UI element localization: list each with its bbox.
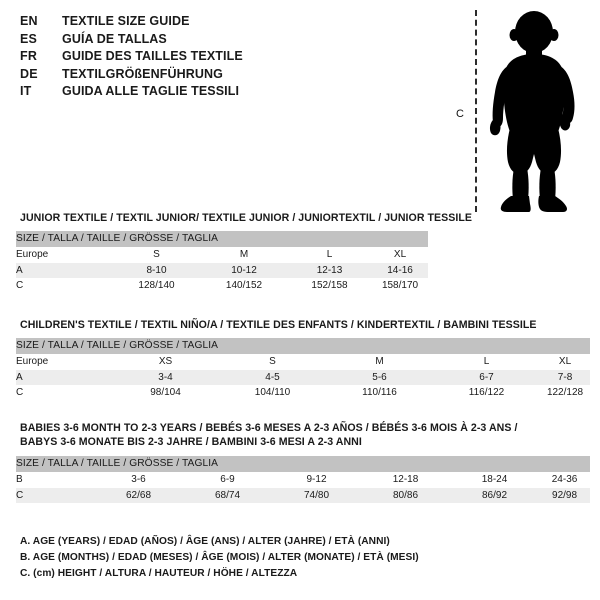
child-silhouette-icon bbox=[489, 11, 575, 212]
language-title-fr: GUIDE DES TAILLES TEXTILE bbox=[62, 49, 243, 63]
row-value: 3-4 bbox=[112, 369, 219, 385]
section-babies: BABIES 3-6 MONTH TO 2-3 YEARS / BEBÉS 3-… bbox=[0, 421, 600, 503]
language-row-es: ES GUÍA DE TALLAS bbox=[20, 32, 420, 50]
row-value: 98/104 bbox=[112, 385, 219, 401]
height-measure-figure: C bbox=[440, 8, 590, 213]
row-label: Europe bbox=[16, 247, 112, 263]
row-value: 152/158 bbox=[287, 278, 372, 294]
band-label-children: SIZE / TALLA / TAILLE / GRÖSSE / TAGLIA bbox=[16, 338, 591, 354]
section-title-children: CHILDREN'S TEXTILE / TEXTIL NIÑO/A / TEX… bbox=[20, 319, 537, 331]
row-value: 3-6 bbox=[94, 472, 183, 488]
row-label: C bbox=[16, 487, 94, 503]
row-value: 104/110 bbox=[219, 385, 326, 401]
legend-row-b: B. AGE (MONTHS) / EDAD (MESES) / ÂGE (MO… bbox=[20, 552, 419, 563]
row-value: 158/170 bbox=[372, 278, 429, 294]
row-value: S bbox=[219, 354, 326, 370]
row-label: C bbox=[16, 278, 112, 294]
size-table-children: SIZE / TALLA / TAILLE / GRÖSSE / TAGLIA … bbox=[16, 338, 591, 401]
language-row-de: DE TEXTILGRÖßENFÜHRUNG bbox=[20, 67, 420, 85]
table-row: A 8-10 10-12 12-13 14-16 bbox=[16, 262, 429, 278]
row-value: 4-5 bbox=[219, 369, 326, 385]
row-value: XL bbox=[540, 354, 591, 370]
row-value: S bbox=[112, 247, 201, 263]
table-row: C 98/104 104/110 110/116 116/122 122/128 bbox=[16, 385, 591, 401]
row-value: 140/152 bbox=[201, 278, 287, 294]
row-value: XS bbox=[112, 354, 219, 370]
row-label: B bbox=[16, 472, 94, 488]
row-value: 74/80 bbox=[272, 487, 361, 503]
legend-row-a: A. AGE (YEARS) / EDAD (AÑOS) / ÂGE (ANS)… bbox=[20, 536, 390, 547]
language-code-it: IT bbox=[20, 84, 32, 98]
row-value: 12-13 bbox=[287, 262, 372, 278]
band-label-junior: SIZE / TALLA / TAILLE / GRÖSSE / TAGLIA bbox=[16, 231, 429, 247]
row-value: 68/74 bbox=[183, 487, 272, 503]
row-label: A bbox=[16, 369, 112, 385]
legend-row-c: C. (cm) HEIGHT / ALTURA / HAUTEUR / HÖHE… bbox=[20, 568, 298, 579]
row-value: 18-24 bbox=[450, 472, 539, 488]
table-row: C 128/140 140/152 152/158 158/170 bbox=[16, 278, 429, 294]
section-title-babies-line1: BABIES 3-6 MONTH TO 2-3 YEARS / BEBÉS 3-… bbox=[20, 422, 518, 434]
row-label: C bbox=[16, 385, 112, 401]
language-title-en: TEXTILE SIZE GUIDE bbox=[62, 14, 190, 28]
row-value: 6-9 bbox=[183, 472, 272, 488]
row-value: 110/116 bbox=[326, 385, 433, 401]
row-value: 10-12 bbox=[201, 262, 287, 278]
table-row: B 3-6 6-9 9-12 12-18 18-24 24-36 bbox=[16, 472, 591, 488]
section-title-babies-line2: BABYS 3-6 MONATE BIS 2-3 JAHRE / BAMBINI… bbox=[20, 436, 362, 448]
row-label: A bbox=[16, 262, 112, 278]
language-title-es: GUÍA DE TALLAS bbox=[62, 31, 167, 46]
row-label: Europe bbox=[16, 354, 112, 370]
language-row-en: EN TEXTILE SIZE GUIDE bbox=[20, 14, 420, 32]
row-value: 86/92 bbox=[450, 487, 539, 503]
row-value: 8-10 bbox=[112, 262, 201, 278]
language-title-de: TEXTILGRÖßENFÜHRUNG bbox=[62, 66, 223, 81]
size-table-junior: SIZE / TALLA / TAILLE / GRÖSSE / TAGLIA … bbox=[16, 231, 429, 294]
row-value: L bbox=[433, 354, 540, 370]
row-value: 128/140 bbox=[112, 278, 201, 294]
height-marker-label: C bbox=[456, 108, 464, 120]
table-band-row: SIZE / TALLA / TAILLE / GRÖSSE / TAGLIA bbox=[16, 456, 591, 472]
row-value: M bbox=[201, 247, 287, 263]
row-value: 5-6 bbox=[326, 369, 433, 385]
row-value: 80/86 bbox=[361, 487, 450, 503]
language-code-de: DE bbox=[20, 66, 38, 81]
row-value: 6-7 bbox=[433, 369, 540, 385]
table-row: Europe S M L XL bbox=[16, 247, 429, 263]
language-title-it: GUIDA ALLE TAGLIE TESSILI bbox=[62, 84, 240, 98]
language-code-en: EN bbox=[20, 14, 38, 28]
row-value: 62/68 bbox=[94, 487, 183, 503]
dashed-measure-line-icon bbox=[475, 10, 477, 212]
table-band-row: SIZE / TALLA / TAILLE / GRÖSSE / TAGLIA bbox=[16, 231, 429, 247]
section-title-junior: JUNIOR TEXTILE / TEXTIL JUNIOR/ TEXTILE … bbox=[20, 212, 473, 224]
row-value: 122/128 bbox=[540, 385, 591, 401]
language-title-block: EN TEXTILE SIZE GUIDE ES GUÍA DE TALLAS … bbox=[20, 14, 420, 102]
table-row: A 3-4 4-5 5-6 6-7 7-8 bbox=[16, 369, 591, 385]
row-value: 7-8 bbox=[540, 369, 591, 385]
row-value: 24-36 bbox=[539, 472, 591, 488]
language-code-es: ES bbox=[20, 31, 38, 46]
row-value: XL bbox=[372, 247, 429, 263]
section-children: CHILDREN'S TEXTILE / TEXTIL NIÑO/A / TEX… bbox=[0, 318, 600, 401]
row-value: 9-12 bbox=[272, 472, 361, 488]
language-row-it: IT GUIDA ALLE TAGLIE TESSILI bbox=[20, 84, 420, 102]
size-table-babies: SIZE / TALLA / TAILLE / GRÖSSE / TAGLIA … bbox=[16, 456, 591, 503]
row-value: 116/122 bbox=[433, 385, 540, 401]
row-value: L bbox=[287, 247, 372, 263]
language-row-fr: FR GUIDE DES TAILLES TEXTILE bbox=[20, 49, 420, 67]
table-row: C 62/68 68/74 74/80 80/86 86/92 92/98 bbox=[16, 487, 591, 503]
row-value: M bbox=[326, 354, 433, 370]
language-code-fr: FR bbox=[20, 49, 38, 63]
row-value: 92/98 bbox=[539, 487, 591, 503]
row-value: 12-18 bbox=[361, 472, 450, 488]
table-band-row: SIZE / TALLA / TAILLE / GRÖSSE / TAGLIA bbox=[16, 338, 591, 354]
table-row: Europe XS S M L XL bbox=[16, 354, 591, 370]
legend-block: A. AGE (YEARS) / EDAD (AÑOS) / ÂGE (ANS)… bbox=[20, 534, 540, 582]
band-label-babies: SIZE / TALLA / TAILLE / GRÖSSE / TAGLIA bbox=[16, 456, 591, 472]
row-value: 14-16 bbox=[372, 262, 429, 278]
section-junior: JUNIOR TEXTILE / TEXTIL JUNIOR/ TEXTILE … bbox=[0, 211, 600, 294]
